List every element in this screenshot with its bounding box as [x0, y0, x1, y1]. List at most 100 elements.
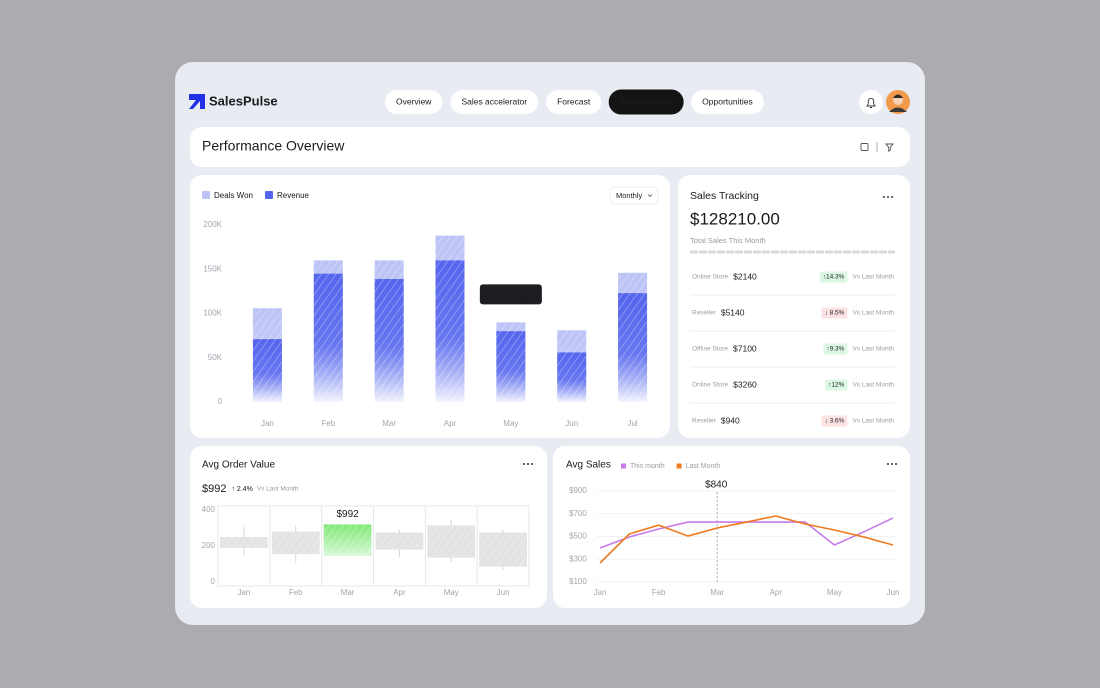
compare-label: Vs Last Month: [852, 418, 894, 425]
x-tick-label: Mar: [710, 588, 724, 597]
tooltip-value: $80,000: [519, 296, 539, 302]
nav-label: Opportunities: [702, 96, 753, 106]
menu-dots[interactable]: [883, 196, 893, 198]
annotation-label: $840: [705, 480, 728, 491]
highlight-label: $992: [336, 509, 359, 520]
legend-label: Revenue: [277, 191, 310, 200]
compare-label: Vs Last Month: [852, 382, 894, 389]
legend-swatch: [264, 191, 273, 199]
channel-amount: $7100: [733, 343, 757, 353]
x-tick-label: Apr: [770, 588, 783, 597]
y-tick-label: $500: [569, 532, 587, 541]
total-amount: $128210: [690, 209, 756, 228]
legend-label: This month: [630, 463, 665, 470]
bar-hatch: [252, 339, 282, 402]
aov-compare: Vs Last Month: [257, 486, 299, 493]
bar-hatch: [618, 293, 648, 402]
channel-amount: $3260: [733, 379, 757, 389]
y-tick-label: 0: [211, 577, 216, 586]
legend-swatch: [202, 191, 210, 199]
y-tick-label: $900: [569, 486, 587, 495]
legend-swatch: [676, 463, 682, 469]
page-title: Performance Overview: [202, 138, 345, 154]
menu-dots[interactable]: [523, 463, 533, 465]
tooltip-value: $90,000: [519, 287, 539, 293]
change-pill: [825, 379, 848, 391]
card-title: Sales Tracking: [690, 190, 759, 202]
channel: Online Store: [692, 274, 729, 281]
channel: Reseller: [692, 310, 717, 317]
x-tick-label: Feb: [289, 588, 303, 597]
channel-amount: $940: [721, 415, 740, 425]
change-label: ↑9.3%: [826, 346, 844, 353]
x-tick-label: Feb: [321, 419, 335, 428]
x-tick-label: May: [503, 419, 518, 428]
change-label: ↓ 8.5%: [825, 310, 845, 317]
x-tick-label: Feb: [652, 588, 666, 597]
channel: Online Store: [692, 382, 729, 389]
change-label: ↓ 3.6%: [825, 418, 845, 425]
nav-pill[interactable]: [691, 90, 764, 114]
x-tick-label: Jul: [627, 419, 637, 428]
notification-button[interactable]: [859, 90, 883, 114]
title-card: [190, 127, 910, 167]
bell-icon: [866, 97, 876, 108]
nav-label: Performance: [620, 96, 672, 106]
aov-change: ↑ 2.4%: [231, 486, 252, 493]
aov-value: $992: [202, 483, 226, 495]
bar-hatch: [557, 352, 587, 402]
bar-hatch: [496, 331, 526, 402]
chevron: [647, 194, 653, 198]
box-hatch: [375, 532, 424, 550]
menu-dots[interactable]: [887, 463, 897, 465]
calendar-icon[interactable]: [860, 143, 869, 151]
box-hatch: [479, 532, 527, 567]
total-subtitle: Total Sales This Month: [690, 236, 766, 245]
change-pill: [821, 307, 848, 319]
y-tick-label: $300: [569, 554, 587, 563]
filter-icon[interactable]: [885, 143, 894, 152]
logo-mark: [189, 94, 205, 109]
x-tick-label: Mar: [341, 588, 355, 597]
tooltip-name: Deals Won: [483, 287, 510, 293]
legend-swatch: [621, 463, 626, 469]
tooltip: [479, 284, 542, 305]
change-label: ↑12%: [828, 382, 844, 389]
y-tick-label: 400: [202, 505, 216, 514]
box-hatch: [220, 537, 268, 548]
nav-label: Sales accelerator: [461, 96, 527, 106]
y-tick-label: $100: [569, 577, 587, 586]
nav-pill[interactable]: [450, 90, 539, 114]
box-hatch: [271, 531, 320, 555]
x-tick-label: Apr: [444, 419, 457, 428]
nav-pill[interactable]: [546, 90, 602, 114]
x-tick-label: Apr: [393, 588, 406, 597]
avatar-body: [889, 107, 907, 112]
channel-amount: $2140: [733, 271, 757, 281]
x-tick-label: Jun: [497, 588, 510, 597]
compare-label: Vs Last Month: [852, 310, 894, 317]
tooltip-name: Revenue: [483, 296, 505, 302]
bar-hatch: [374, 278, 404, 402]
change-label: ↑14.3%: [823, 274, 845, 281]
nav-pill[interactable]: [385, 90, 443, 114]
compare-label: Vs Last Month: [852, 346, 894, 353]
dropdown[interactable]: [609, 186, 659, 205]
change-pill: [823, 343, 848, 355]
total-decimals: .00: [756, 209, 780, 228]
avg-sales-card: [553, 446, 910, 608]
brand: SalesPulse: [209, 93, 278, 108]
legend-label: Last Month: [686, 463, 721, 470]
x-tick-label: Jan: [261, 419, 274, 428]
nav-pill[interactable]: [608, 89, 684, 115]
x-tick-label: Jun: [565, 419, 578, 428]
legend-label: Deals Won: [214, 191, 253, 200]
dropdown-label: Monthly: [616, 191, 643, 200]
box-hatch: [323, 524, 372, 556]
x-tick-label: Jan: [594, 588, 607, 597]
y-tick-label: $700: [569, 509, 587, 518]
line: [599, 515, 894, 564]
nav-label: Forecast: [557, 96, 591, 106]
channel-amount: $5140: [721, 307, 745, 317]
x-tick-label: May: [827, 588, 842, 597]
